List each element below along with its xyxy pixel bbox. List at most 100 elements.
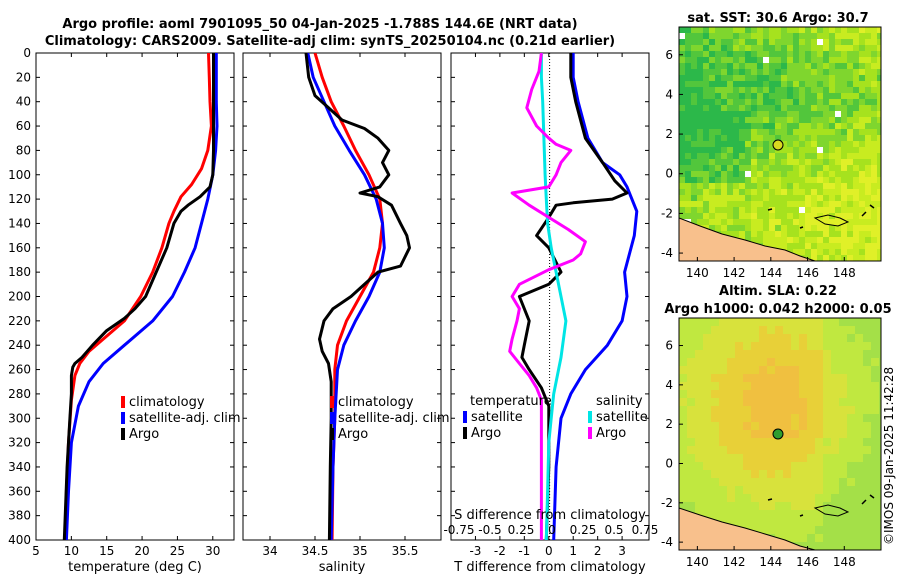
heatmap-cell bbox=[691, 123, 697, 129]
heatmap-cell bbox=[769, 39, 775, 45]
heatmap-cell bbox=[685, 87, 691, 93]
heatmap-cell bbox=[781, 135, 787, 141]
heatmap-cell bbox=[847, 165, 853, 171]
heatmap-cell bbox=[697, 177, 703, 183]
heatmap-cell bbox=[787, 195, 793, 201]
heatmap-cell bbox=[691, 99, 697, 105]
heatmap-cell bbox=[859, 33, 865, 39]
heatmap-cell bbox=[763, 195, 769, 201]
heatmap-cell bbox=[783, 342, 791, 350]
heatmap-cell bbox=[703, 219, 709, 225]
heatmap-cell bbox=[739, 147, 745, 153]
heatmap-cell bbox=[811, 201, 817, 207]
heatmap-cell bbox=[793, 183, 799, 189]
heatmap-cell bbox=[835, 69, 841, 75]
heatmap-cell bbox=[835, 219, 841, 225]
heatmap-cell bbox=[865, 117, 871, 123]
heatmap-cell bbox=[799, 153, 805, 159]
heatmap-cell bbox=[695, 486, 703, 494]
heatmap-cell bbox=[781, 159, 787, 165]
heatmap-cell bbox=[679, 117, 685, 123]
heatmap-cell bbox=[871, 255, 877, 261]
heatmap-cell bbox=[679, 141, 685, 147]
heatmap-cell bbox=[877, 129, 881, 135]
heatmap-cell bbox=[703, 213, 709, 219]
heatmap-cell bbox=[781, 87, 787, 93]
heatmap-cell bbox=[791, 438, 799, 446]
heatmap-cell bbox=[715, 201, 721, 207]
heatmap-cell bbox=[811, 45, 817, 51]
heatmap-cell bbox=[781, 177, 787, 183]
heatmap-cell bbox=[863, 454, 871, 462]
heatmap-cell bbox=[847, 486, 855, 494]
heatmap-cell bbox=[679, 111, 685, 117]
heatmap-cell bbox=[807, 342, 815, 350]
heatmap-cell bbox=[799, 406, 807, 414]
heatmap-cell bbox=[855, 486, 863, 494]
heatmap-cell bbox=[697, 165, 703, 171]
heatmap-cell bbox=[719, 382, 727, 390]
heatmap-cell bbox=[679, 87, 685, 93]
heatmap-cell bbox=[757, 219, 763, 225]
heatmap-cell bbox=[823, 213, 829, 219]
heatmap-cell bbox=[799, 446, 807, 454]
heatmap-cell bbox=[879, 358, 881, 366]
heatmap-cell bbox=[805, 195, 811, 201]
heatmap-cell bbox=[841, 63, 847, 69]
heatmap-cell bbox=[805, 63, 811, 69]
heatmap-cell bbox=[871, 342, 879, 350]
heatmap-cell bbox=[829, 99, 835, 105]
heatmap-cell bbox=[805, 171, 811, 177]
heatmap-cell bbox=[799, 93, 805, 99]
heatmap-cell bbox=[679, 430, 687, 438]
heatmap-cell bbox=[769, 159, 775, 165]
heatmap-cell bbox=[735, 326, 743, 334]
heatmap-cell bbox=[691, 69, 697, 75]
heatmap-cell bbox=[697, 207, 703, 213]
heatmap-cell bbox=[811, 69, 817, 75]
heatmap-cell bbox=[823, 398, 831, 406]
heatmap-cell bbox=[799, 526, 807, 534]
heatmap-cell bbox=[709, 117, 715, 123]
heatmap-cell bbox=[799, 462, 807, 470]
heatmap-cell bbox=[751, 438, 759, 446]
heatmap-cell bbox=[871, 231, 877, 237]
heatmap-cell bbox=[739, 81, 745, 87]
legend-label-satellite-adj: satellite-adj. clim bbox=[338, 411, 450, 426]
heatmap-cell bbox=[757, 99, 763, 105]
heatmap-cell bbox=[767, 318, 775, 326]
heatmap-cell bbox=[679, 153, 685, 159]
heatmap-cell bbox=[763, 57, 769, 63]
heatmap-cell bbox=[733, 27, 739, 33]
heatmap-cell bbox=[719, 374, 727, 382]
heatmap-cell bbox=[721, 189, 727, 195]
legend-label-sal-satellite: satellite bbox=[596, 410, 648, 425]
series-line-argo bbox=[62, 53, 215, 540]
heatmap-cell bbox=[763, 27, 769, 33]
y-tick-label: 80 bbox=[16, 143, 31, 157]
heatmap-cell bbox=[775, 159, 781, 165]
heatmap-cell bbox=[815, 486, 823, 494]
heatmap-cell bbox=[807, 326, 815, 334]
heatmap-cell bbox=[859, 249, 865, 255]
heatmap-cell bbox=[727, 446, 735, 454]
heatmap-cell bbox=[863, 326, 871, 334]
heatmap-cell bbox=[835, 177, 841, 183]
heatmap-cell bbox=[791, 422, 799, 430]
heatmap-cell bbox=[767, 502, 775, 510]
heatmap-cell bbox=[865, 243, 871, 249]
heatmap-cell bbox=[709, 141, 715, 147]
heatmap-cell bbox=[859, 27, 865, 33]
heatmap-cell bbox=[823, 39, 829, 45]
heatmap-cell bbox=[751, 454, 759, 462]
heatmap-cell bbox=[871, 39, 877, 45]
heatmap-cell bbox=[703, 183, 709, 189]
heatmap-cell bbox=[781, 39, 787, 45]
heatmap-cell bbox=[697, 51, 703, 57]
heatmap-cell bbox=[735, 502, 743, 510]
heatmap-cell bbox=[835, 189, 841, 195]
heatmap-cell bbox=[743, 318, 751, 326]
salinity-diff-tick-labels: -0.75 -0.5 0.25 0 0.25 0.5 0.75 bbox=[443, 523, 658, 537]
heatmap-cell bbox=[739, 165, 745, 171]
heatmap-cell bbox=[679, 454, 687, 462]
